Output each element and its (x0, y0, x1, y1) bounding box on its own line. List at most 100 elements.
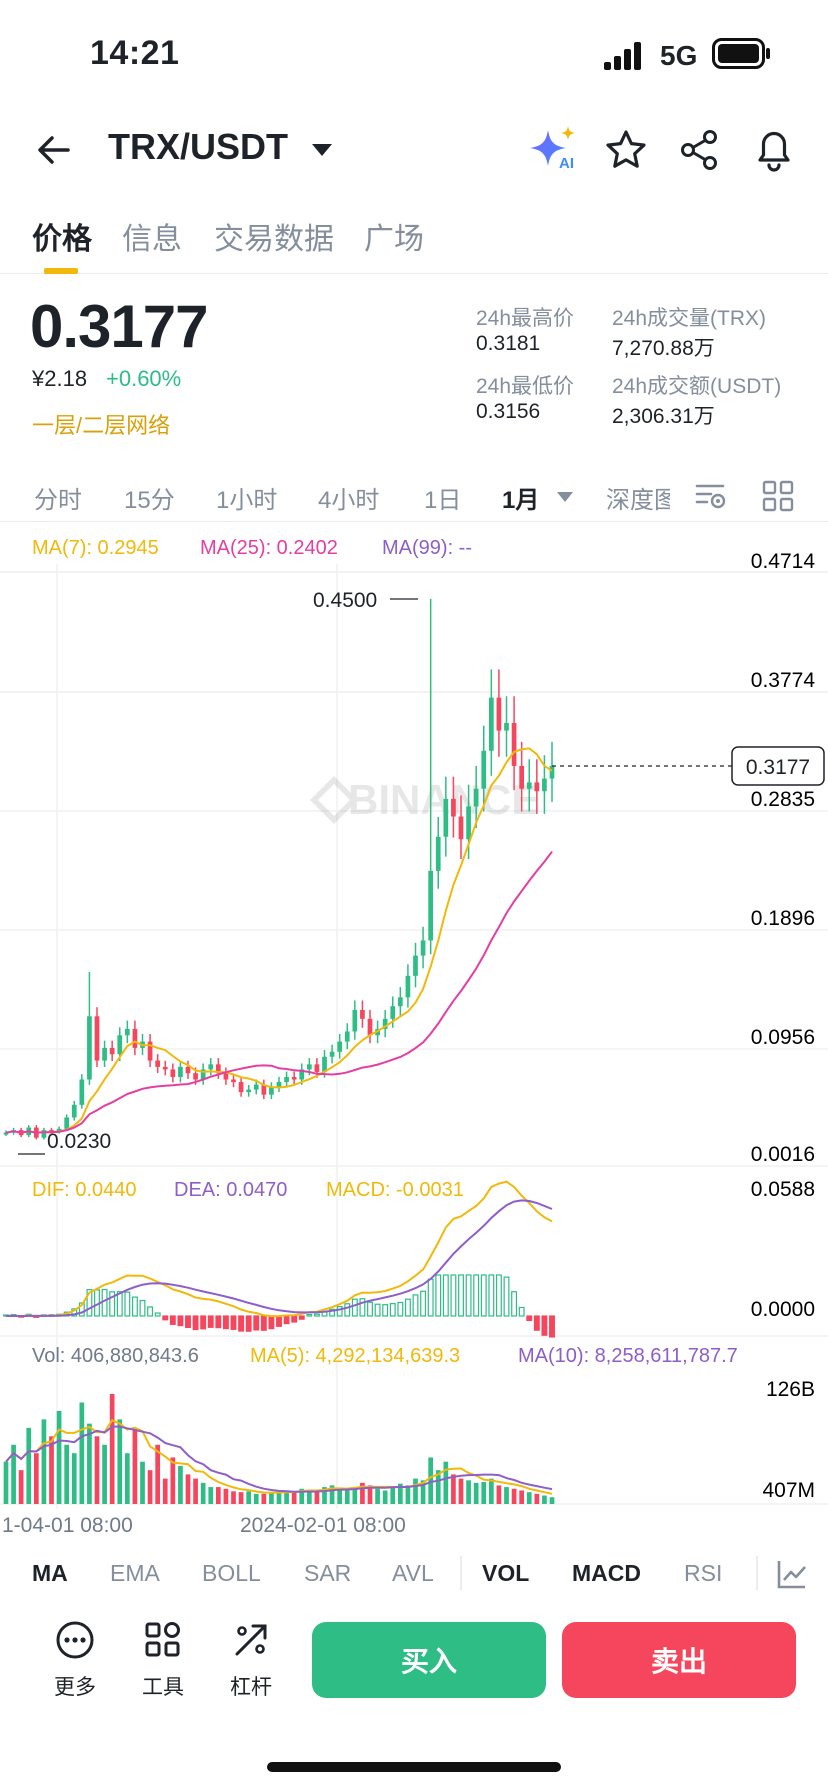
binance-watermark: BINANCE (310, 776, 539, 824)
leverage-tool[interactable]: 杠杆 (216, 1620, 286, 1701)
more-label: 更多 (54, 1676, 96, 1699)
volume-bar (322, 1487, 327, 1504)
candle-body (291, 1076, 297, 1080)
interval-depth[interactable]: 深度图 (606, 487, 670, 514)
interval-dropdown-icon[interactable] (556, 490, 574, 504)
pair-title[interactable]: TRX/USDT (108, 126, 288, 167)
candle-body (41, 1130, 47, 1138)
vol-ma5-line (5, 1418, 553, 1495)
legend-vol: Vol: 406,880,843.6 (32, 1345, 199, 1367)
macd-histogram-bar (313, 1313, 320, 1317)
price-axis-label: 0.0956 (751, 1026, 815, 1049)
layout-grid-icon[interactable] (762, 480, 794, 512)
price-cny: ¥2.18 (32, 366, 88, 391)
volume-bar (458, 1478, 464, 1504)
interval-1d[interactable]: 1日 (424, 487, 462, 514)
macd-histogram-bar (215, 1315, 222, 1329)
macd-histogram-bar (473, 1274, 480, 1317)
last-price: 0.3177 (30, 293, 209, 360)
legend-dif: DIF: 0.0440 (32, 1179, 137, 1201)
tab-trading-data[interactable]: 交易数据 (214, 223, 334, 256)
candle-body (549, 765, 555, 779)
indicator-rsi[interactable]: RSI (684, 1560, 723, 1586)
macd-histogram-bar (154, 1312, 161, 1317)
back-arrow-icon[interactable] (34, 130, 74, 170)
interval-1h[interactable]: 1小时 (216, 487, 278, 514)
volume-bar (71, 1453, 77, 1504)
interval-1mo[interactable]: 1月 (502, 487, 540, 514)
candle-body (504, 722, 509, 731)
high-value: 0.3181 (476, 332, 541, 355)
buy-button[interactable]: 买入 (312, 1622, 546, 1698)
indicator-boll[interactable]: BOLL (202, 1560, 261, 1586)
interval-15m[interactable]: 15分 (124, 487, 175, 514)
volume-bar (117, 1419, 123, 1504)
candle-body (49, 1130, 54, 1133)
vol-ma10-line (5, 1425, 553, 1493)
chart-style-icon[interactable] (776, 1558, 808, 1590)
interval-4h[interactable]: 4小时 (318, 487, 380, 514)
volume-bar (276, 1491, 282, 1504)
candle-body (397, 997, 403, 1007)
bell-icon[interactable] (752, 126, 796, 172)
volume-bar (481, 1482, 487, 1504)
active-tab-indicator (44, 268, 78, 274)
pair-dropdown-icon[interactable] (310, 140, 334, 160)
macd-histogram-bar (124, 1291, 131, 1317)
indicator-bar: MA EMA BOLL SAR AVL VOL MACD RSI (0, 1546, 828, 1602)
network-tag[interactable]: 一层/二层网络 (32, 413, 171, 438)
macd-histogram-bar (222, 1315, 229, 1330)
indicator-settings-icon[interactable] (694, 480, 728, 512)
volume-bar (147, 1470, 153, 1504)
volume-bar (504, 1487, 509, 1504)
candle-body (451, 798, 456, 817)
candle-body (435, 836, 441, 871)
macd-histogram-bar (245, 1315, 252, 1332)
star-icon[interactable] (604, 128, 648, 172)
price-change: +0.60% (106, 366, 182, 391)
ai-sparkle-icon[interactable]: AI (528, 124, 578, 174)
tools-tool[interactable]: 工具 (128, 1620, 198, 1701)
volume-bar (193, 1478, 198, 1504)
volume-bar (238, 1492, 244, 1504)
volume-bar (473, 1482, 479, 1504)
turnover-value: 2,306.31万 (612, 405, 715, 428)
macd-series (3, 1180, 555, 1338)
indicator-ema[interactable]: EMA (110, 1560, 160, 1586)
tab-square[interactable]: 广场 (364, 223, 424, 256)
volume-bar (170, 1457, 176, 1504)
interval-timeshare[interactable]: 分时 (34, 487, 82, 514)
volume-bar (79, 1402, 85, 1504)
macd-histogram-bar (276, 1315, 282, 1327)
macd-histogram-bar (458, 1274, 464, 1317)
macd-histogram-bar (109, 1291, 116, 1317)
indicator-vol[interactable]: VOL (482, 1560, 530, 1586)
volume-bar (162, 1478, 168, 1504)
macd-histogram-bar (450, 1274, 457, 1317)
tab-info[interactable]: 信息 (122, 223, 182, 256)
macd-histogram-bar (230, 1315, 237, 1330)
candle-body (329, 1051, 335, 1057)
indicator-ma[interactable]: MA (32, 1560, 68, 1586)
dif-line (5, 1180, 553, 1318)
tab-price[interactable]: 价格 (32, 223, 92, 256)
indicator-macd[interactable]: MACD (572, 1560, 641, 1586)
volume-bar (56, 1410, 62, 1504)
share-icon[interactable] (678, 128, 722, 172)
volume-bar (261, 1493, 267, 1504)
candle-body (276, 1082, 282, 1088)
sell-button[interactable]: 卖出 (562, 1622, 796, 1698)
macd-histogram-bar (397, 1301, 404, 1317)
more-tool[interactable]: 更多 (40, 1620, 110, 1701)
indicator-avl[interactable]: AVL (392, 1560, 434, 1586)
volume-bar (11, 1444, 16, 1504)
macd-histogram-bar (298, 1315, 305, 1320)
candle-body (200, 1069, 206, 1080)
kline-chart[interactable]: BINANCE MA(7): 0.2945 MA(25): 0.2402 MA(… (0, 524, 828, 1544)
volume-bar (367, 1485, 373, 1504)
legend-dea: DEA: 0.0470 (174, 1179, 287, 1201)
indicator-divider (460, 1556, 462, 1590)
indicator-sar[interactable]: SAR (304, 1560, 352, 1586)
candle-body (155, 1060, 161, 1067)
volume-bar (397, 1483, 403, 1504)
